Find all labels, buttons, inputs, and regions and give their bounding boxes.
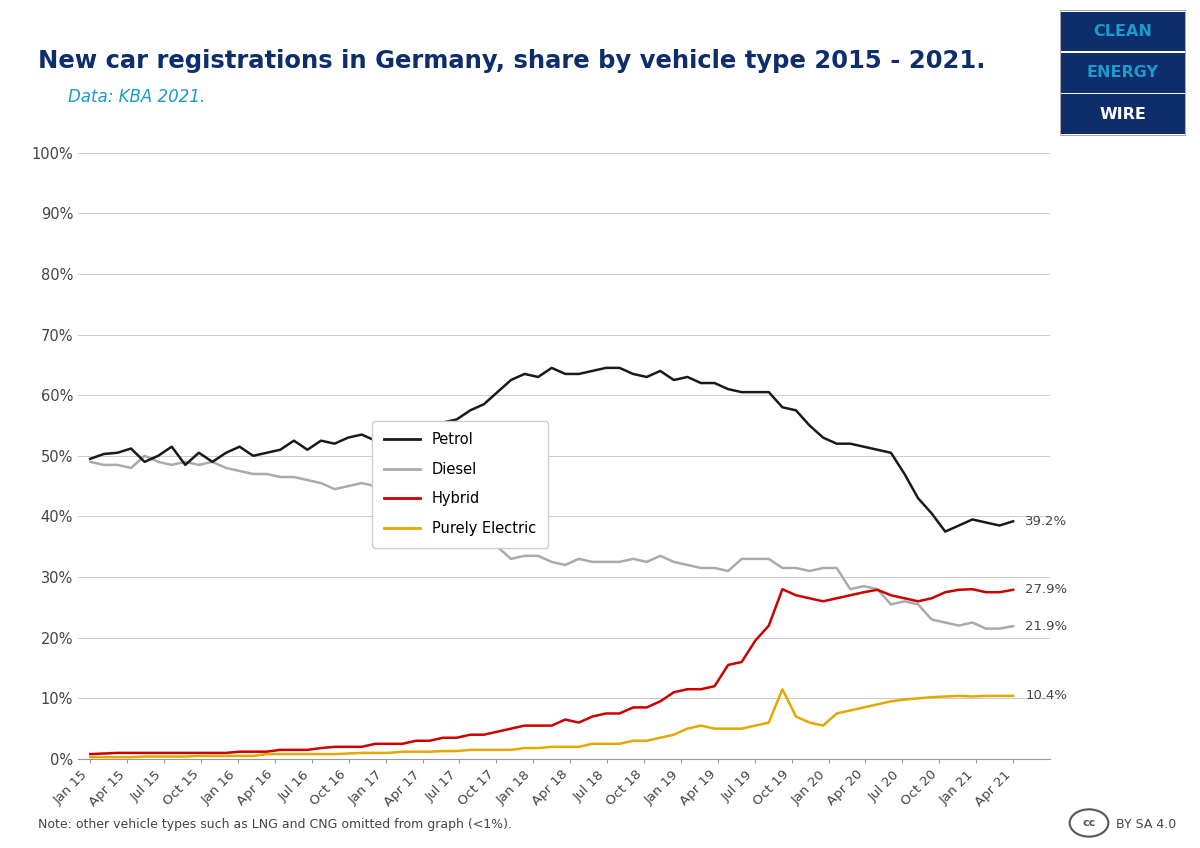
Text: 21.9%: 21.9% [1025,620,1068,633]
Text: Data: KBA 2021.: Data: KBA 2021. [68,87,205,106]
Bar [1060,94,1186,134]
Bar [1060,12,1186,52]
Text: 10.4%: 10.4% [1025,689,1067,702]
Text: ENERGY: ENERGY [1087,65,1159,81]
Bar [1060,53,1186,92]
Text: BY SA 4.0: BY SA 4.0 [1116,817,1176,831]
Text: 27.9%: 27.9% [1025,583,1068,596]
Text: WIRE: WIRE [1099,107,1146,121]
Text: Note: other vehicle types such as LNG and CNG omitted from graph (<1%).: Note: other vehicle types such as LNG an… [38,817,512,831]
Legend: Petrol, Diesel, Hybrid, Purely Electric: Petrol, Diesel, Hybrid, Purely Electric [372,421,547,548]
Text: 39.2%: 39.2% [1025,515,1068,527]
Text: CLEAN: CLEAN [1093,25,1152,39]
Text: New car registrations in Germany, share by vehicle type 2015 - 2021.: New car registrations in Germany, share … [38,49,986,73]
Text: cc: cc [1082,818,1096,828]
